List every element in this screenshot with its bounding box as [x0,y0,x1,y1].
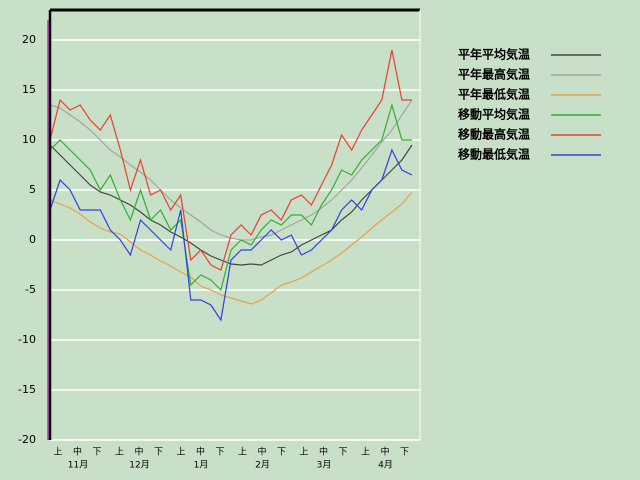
x-tick-label: 上 [53,447,62,458]
series-line [49,49,412,271]
legend-label: 移動平均気温 [458,107,530,122]
x-tick-label: 上 [115,447,124,458]
x-group-label: 2月 [255,460,270,471]
x-tick-label: 中 [134,446,143,458]
x-tick-label: 下 [215,448,224,458]
y-tick-label: -5 [25,283,36,296]
y-tick-label: -20 [18,433,36,446]
x-group-label: 3月 [317,460,332,471]
x-tick-label: 下 [154,448,163,458]
x-tick-label: 下 [338,448,347,458]
y-tick-label: 5 [29,183,36,196]
x-tick-label: 上 [176,447,185,458]
x-tick-label: 中 [380,446,389,458]
x-tick-label: 下 [277,448,286,458]
x-group-label: 1月 [194,460,209,471]
x-tick-label: 中 [319,446,328,458]
x-tick-label: 上 [299,447,308,458]
x-tick-label: 中 [196,446,205,458]
y-tick-label: 20 [22,33,36,46]
series-line [49,148,413,322]
series-line [49,102,412,292]
series-line [49,144,413,266]
x-group-label: 4月 [378,460,393,471]
series-line [49,99,413,241]
legend-label: 平年最低気温 [458,87,530,102]
x-tick-label: 下 [400,448,409,458]
x-tick-label: 中 [73,446,82,458]
y-tick-label: 10 [22,133,36,146]
x-tick-label: 上 [361,447,370,458]
x-tick-label: 中 [257,446,266,458]
legend-label: 移動最高気温 [458,127,530,142]
legend-label: 平年最高気温 [458,67,530,82]
x-tick-label: 上 [238,447,247,458]
y-tick-label: 0 [29,233,36,246]
legend-label: 移動最低気温 [458,147,530,162]
y-tick-label: -10 [18,333,36,346]
y-tick-label: 15 [22,83,36,96]
legend-label: 平年平均気温 [458,47,530,62]
series-line [49,191,413,305]
x-group-label: 12月 [129,460,149,471]
y-tick-label: -15 [18,383,36,396]
x-tick-label: 下 [92,448,101,458]
x-group-label: 11月 [68,460,88,471]
